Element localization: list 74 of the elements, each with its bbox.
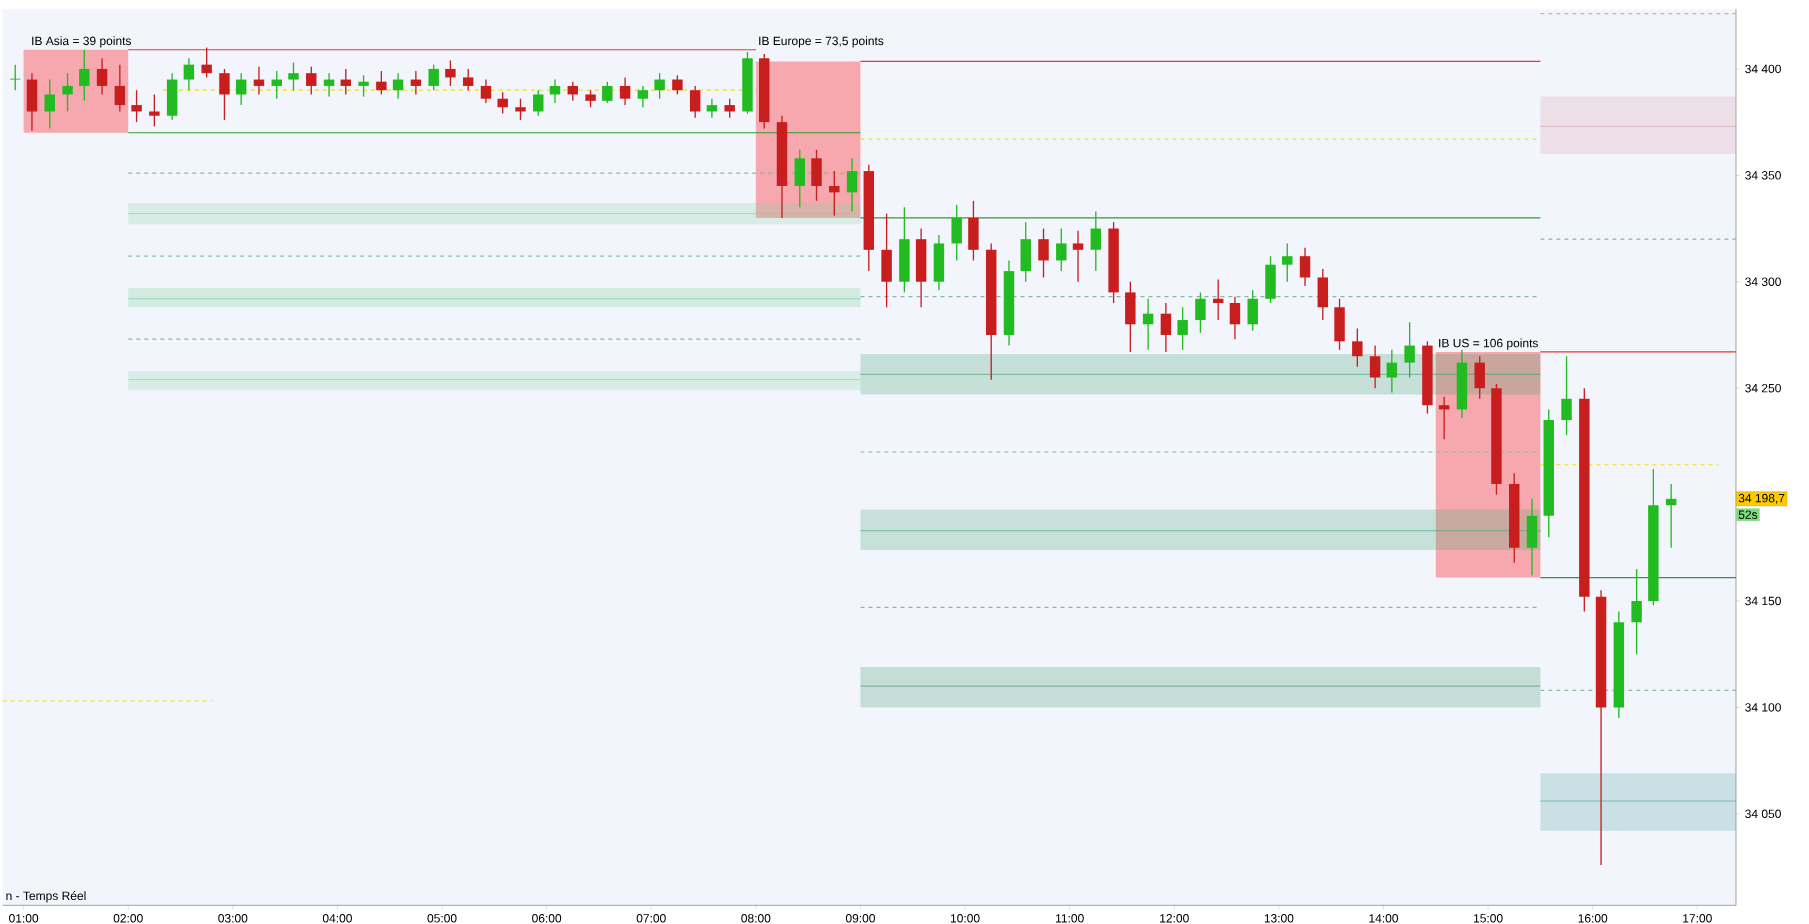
annotation: IB Asia = 39 points — [32, 36, 132, 48]
x-tick-label: 04:00 — [322, 914, 352, 923]
candlestick — [1020, 221, 1031, 283]
x-tick-label: 08:00 — [741, 914, 771, 923]
y-tick-label: 34 050 — [1745, 809, 1781, 819]
y-tick-label: 34 150 — [1745, 596, 1781, 606]
y-tick-label: 34 250 — [1745, 383, 1781, 393]
y-tick-label: 34 350 — [1745, 171, 1781, 180]
candlestick — [462, 68, 474, 91]
candlestick — [1247, 289, 1258, 332]
candlestick — [742, 51, 753, 115]
candlestick — [1352, 327, 1363, 368]
candlestick — [1422, 340, 1433, 415]
candlestick — [724, 98, 735, 119]
annotation: IB Europe = 73,5 points — [759, 36, 884, 48]
candlestick — [445, 59, 456, 87]
candlestick — [1561, 355, 1572, 436]
candlestick — [602, 81, 613, 104]
candlestick — [829, 170, 840, 217]
x-tick-label: 17:00 — [1683, 914, 1712, 923]
candlestick — [1265, 255, 1276, 304]
x-tick-label: 02:00 — [113, 914, 143, 923]
x-tick-label: 10:00 — [950, 914, 980, 923]
candlestick — [1334, 298, 1345, 351]
x-tick-label: 14:00 — [1369, 914, 1399, 923]
x-tick-label: 09:00 — [845, 914, 875, 923]
candlestick — [1282, 242, 1293, 283]
candlestick — [811, 149, 822, 202]
candlestick — [376, 70, 387, 96]
candlestick — [1648, 468, 1659, 606]
candlestick — [899, 206, 910, 294]
candlestick — [881, 212, 892, 308]
candlestick — [1474, 355, 1485, 400]
candlestick — [1631, 568, 1642, 655]
candlestick — [201, 46, 212, 79]
x-tick-label: 01:00 — [9, 914, 39, 923]
y-tick-label: 34 300 — [1745, 277, 1781, 286]
candlestick — [672, 74, 683, 96]
x-tick-label: 15:00 — [1473, 914, 1503, 923]
text: 34 198,7 — [1738, 493, 1785, 504]
candlestick — [1195, 291, 1206, 334]
x-tick-label: 13:00 — [1264, 914, 1294, 923]
x-tick-label: 03:00 — [218, 914, 248, 923]
candlestick — [1108, 221, 1119, 304]
x-tick-label: 11:00 — [1056, 914, 1084, 923]
candlestick — [62, 72, 73, 113]
x-tick-label: 06:00 — [532, 914, 562, 923]
candlestick — [79, 49, 90, 102]
y-tick-label: 34 400 — [1745, 64, 1781, 74]
candlestick — [1038, 227, 1049, 279]
x-tick-label: 12:00 — [1160, 914, 1189, 923]
x-tick-label: 16:00 — [1578, 914, 1608, 923]
candlestick — [654, 72, 665, 100]
text: 52s — [1738, 510, 1758, 519]
candlestick — [497, 91, 508, 115]
x-tick-label: 07:00 — [636, 914, 666, 923]
candlestick — [968, 200, 979, 262]
candlestick — [131, 89, 142, 123]
candlestick — [1056, 227, 1067, 272]
candlestick — [10, 63, 21, 91]
candlestick — [951, 204, 962, 262]
candlestick — [219, 68, 230, 121]
candlestick — [1491, 383, 1502, 496]
candlestick — [1125, 281, 1136, 353]
candlestick — [288, 61, 299, 91]
annotation: n - Temps Réel — [6, 891, 86, 903]
candlestick — [1404, 321, 1415, 379]
x-tick-label: 05:00 — [427, 914, 457, 923]
annotation: IB US = 106 points — [1439, 338, 1538, 350]
candlestick — [428, 63, 439, 91]
y-tick-label: 34 100 — [1745, 703, 1781, 712]
candlestick — [1579, 387, 1590, 613]
candlestick — [1177, 306, 1188, 351]
candlestick — [149, 93, 160, 128]
